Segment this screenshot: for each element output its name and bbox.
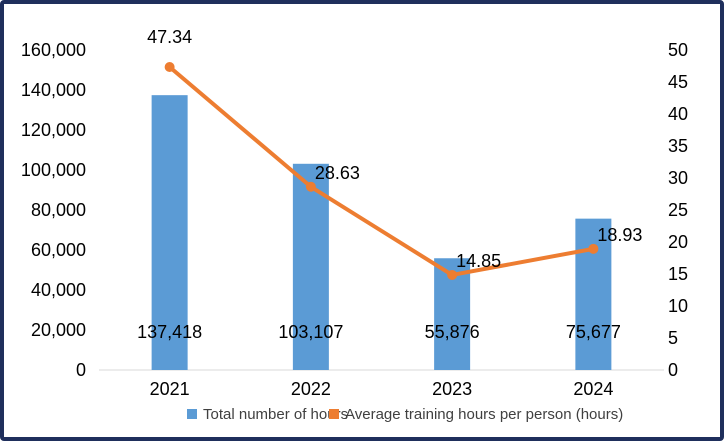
line-point xyxy=(447,269,458,280)
line-point xyxy=(588,243,599,254)
legend-label-bars: Total number of hours xyxy=(203,406,348,423)
legend: Total number of hours Average training h… xyxy=(187,406,623,423)
category-label: 2021 xyxy=(150,379,190,399)
bar-data-label: 103,107 xyxy=(278,322,343,342)
right-tick-label: 0 xyxy=(668,360,678,380)
bar xyxy=(151,95,188,370)
bar-data-label: 137,418 xyxy=(137,322,202,342)
right-tick-label: 20 xyxy=(668,232,688,252)
category-label: 2024 xyxy=(573,379,613,399)
line-data-label: 28.63 xyxy=(315,163,360,183)
category-label: 2022 xyxy=(291,379,331,399)
category-labels: 2021 2022 2023 2024 xyxy=(150,379,614,399)
left-tick-label: 20,000 xyxy=(31,320,86,340)
combo-chart: 0 20,000 40,000 60,000 80,000 100,000 120,000 1… xyxy=(21,27,688,423)
right-tick-label: 35 xyxy=(668,136,688,156)
left-tick-label: 100,000 xyxy=(21,160,86,180)
bar-data-label: 55,876 xyxy=(425,322,480,342)
left-tick-label: 160,000 xyxy=(21,40,86,60)
right-tick-label: 50 xyxy=(668,40,688,60)
right-tick-label: 15 xyxy=(668,264,688,284)
right-tick-label: 30 xyxy=(668,168,688,188)
bar xyxy=(292,163,329,370)
category-label: 2023 xyxy=(432,379,472,399)
right-tick-label: 45 xyxy=(668,72,688,92)
line-data-label: 14.85 xyxy=(456,251,501,271)
right-tick-label: 10 xyxy=(668,296,688,316)
right-tick-label: 40 xyxy=(668,104,688,124)
left-tick-label: 60,000 xyxy=(31,240,86,260)
right-tick-label: 5 xyxy=(668,328,678,348)
right-tick-label: 25 xyxy=(668,200,688,220)
left-tick-label: 0 xyxy=(76,360,86,380)
series-line xyxy=(168,65,594,277)
legend-label-line: Average training hours per person (hours… xyxy=(345,406,623,423)
line-series: 47.34 28.63 14.85 18.93 xyxy=(147,27,642,280)
bar-data-label: 75,677 xyxy=(566,322,621,342)
right-axis-ticks: 0 5 10 15 20 25 30 35 40 45 50 xyxy=(668,40,688,380)
left-tick-label: 140,000 xyxy=(21,80,86,100)
bar-series: 137,418 103,107 55,876 75,677 xyxy=(137,95,621,370)
legend-swatch-line xyxy=(329,409,339,419)
left-tick-label: 40,000 xyxy=(31,280,86,300)
line-point xyxy=(305,181,316,192)
left-tick-label: 80,000 xyxy=(31,200,86,220)
line-data-label: 47.34 xyxy=(147,27,192,47)
line-point xyxy=(164,62,175,73)
legend-swatch-bars xyxy=(187,409,197,419)
left-tick-label: 120,000 xyxy=(21,120,86,140)
left-axis-ticks: 0 20,000 40,000 60,000 80,000 100,000 120,000 1… xyxy=(21,40,86,380)
line-data-label: 18.93 xyxy=(597,225,642,245)
